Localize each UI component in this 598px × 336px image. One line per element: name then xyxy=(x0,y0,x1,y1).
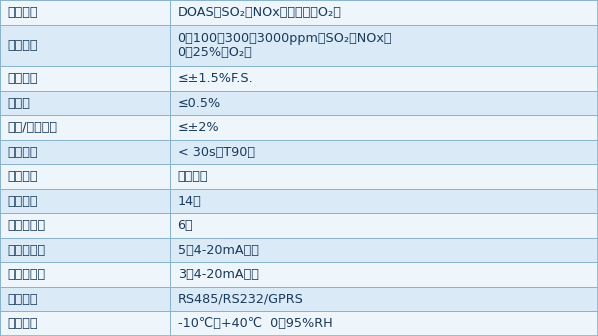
Bar xyxy=(0,91,170,115)
Bar xyxy=(0,115,170,140)
Text: 工作环境: 工作环境 xyxy=(7,317,38,330)
Bar xyxy=(170,140,598,164)
Text: 模拟量输入: 模拟量输入 xyxy=(7,268,45,281)
Bar xyxy=(0,213,170,238)
Bar xyxy=(0,66,170,91)
Bar xyxy=(0,164,170,189)
Text: 模拟量输出: 模拟量输出 xyxy=(7,244,45,257)
Text: < 30s（T90）: < 30s（T90） xyxy=(178,145,255,159)
Text: ≤±2%: ≤±2% xyxy=(178,121,219,134)
Text: 5路4-20mA输出: 5路4-20mA输出 xyxy=(178,244,258,257)
Bar xyxy=(0,238,170,262)
Bar xyxy=(170,311,598,336)
Bar xyxy=(0,25,170,66)
Text: 3路4-20mA输入: 3路4-20mA输入 xyxy=(178,268,258,281)
Text: 线性误差: 线性误差 xyxy=(7,72,38,85)
Bar xyxy=(0,287,170,311)
Bar xyxy=(170,66,598,91)
Text: 响应时间: 响应时间 xyxy=(7,145,38,159)
Text: 量程/零点飘移: 量程/零点飘移 xyxy=(7,121,57,134)
Text: 无需预热: 无需预热 xyxy=(178,170,208,183)
Text: 14路: 14路 xyxy=(178,195,202,208)
Bar xyxy=(0,311,170,336)
Text: ≤±1.5%F.S.: ≤±1.5%F.S. xyxy=(178,72,254,85)
Bar xyxy=(170,238,598,262)
Bar xyxy=(170,262,598,287)
Bar xyxy=(170,287,598,311)
Bar xyxy=(0,0,170,25)
Text: 数字通讯: 数字通讯 xyxy=(7,293,38,306)
Bar xyxy=(0,189,170,213)
Text: 量程范围: 量程范围 xyxy=(7,39,38,52)
Text: ≤0.5%: ≤0.5% xyxy=(178,96,221,110)
Text: DOAS（SO₂、NOx）电化学（O₂）: DOAS（SO₂、NOx）电化学（O₂） xyxy=(178,6,341,19)
Bar xyxy=(170,213,598,238)
Bar xyxy=(170,25,598,66)
Text: 电路输出: 电路输出 xyxy=(7,195,38,208)
Text: 预热时间: 预热时间 xyxy=(7,170,38,183)
Bar xyxy=(0,262,170,287)
Bar xyxy=(0,140,170,164)
Bar xyxy=(170,0,598,25)
Bar xyxy=(170,91,598,115)
Bar xyxy=(170,189,598,213)
Text: RS485/RS232/GPRS: RS485/RS232/GPRS xyxy=(178,293,303,306)
Bar xyxy=(170,164,598,189)
Text: 开关量输入: 开关量输入 xyxy=(7,219,45,232)
Text: 测量原理: 测量原理 xyxy=(7,6,38,19)
Text: 0～100～300～3000ppm（SO₂、NOx）: 0～100～300～3000ppm（SO₂、NOx） xyxy=(178,32,392,45)
Text: 重复性: 重复性 xyxy=(7,96,30,110)
Text: -10℃～+40℃  0～95%RH: -10℃～+40℃ 0～95%RH xyxy=(178,317,332,330)
Bar xyxy=(170,115,598,140)
Text: 6路: 6路 xyxy=(178,219,193,232)
Text: 0～25%（O₂）: 0～25%（O₂） xyxy=(178,46,252,58)
